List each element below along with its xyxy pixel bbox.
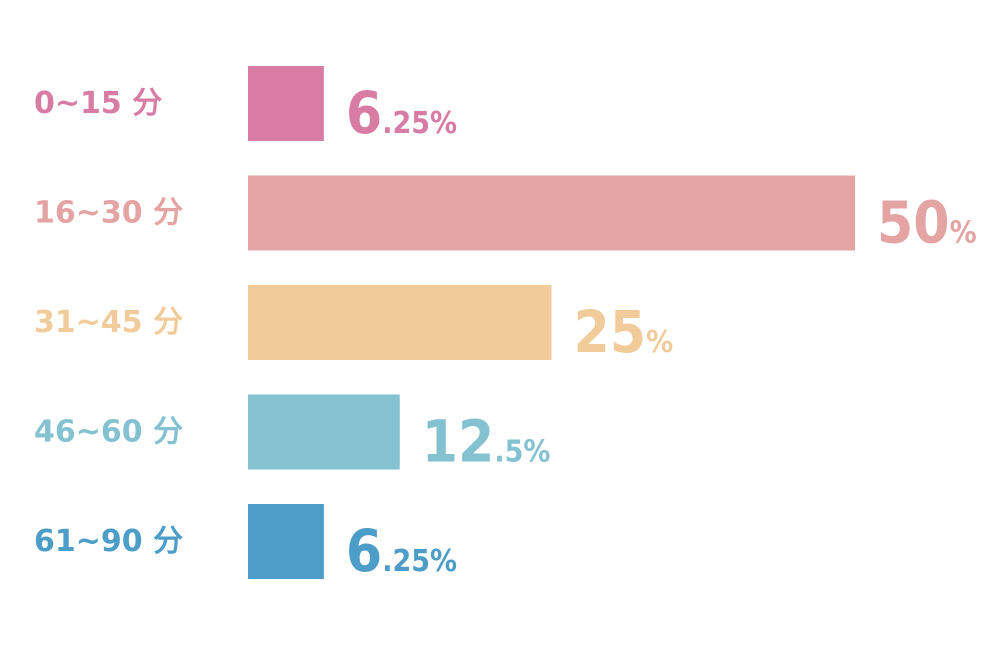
value-label-suffix: .25%	[382, 544, 457, 579]
value-label-main: 50	[877, 189, 950, 257]
value-label-suffix: .25%	[382, 106, 457, 141]
value-label: 6.25%	[346, 79, 457, 147]
value-label: 25%	[574, 298, 674, 366]
category-label: 31~45 分	[34, 305, 183, 340]
category-label: 0~15 分	[34, 86, 162, 121]
value-label: 50%	[877, 189, 977, 257]
chart-rows: 0~15 分 6.25%16~30 分 50%31~45 分 25%46~60 分 12…	[34, 66, 977, 585]
value-label-main: 25	[574, 298, 647, 366]
value-label-suffix: .5%	[494, 435, 550, 470]
bar	[248, 66, 324, 141]
value-label-main: 12	[422, 408, 495, 476]
bar	[248, 175, 855, 251]
category-label: 46~60 分	[34, 415, 183, 450]
value-label-main: 6	[346, 517, 382, 585]
value-label-suffix: %	[646, 325, 673, 360]
value-label-suffix: %	[950, 216, 977, 251]
value-label: 12.5%	[422, 408, 551, 476]
category-label: 16~30 分	[34, 196, 183, 231]
bar	[248, 504, 324, 579]
category-label: 61~90 分	[34, 524, 183, 559]
value-label: 6.25%	[346, 517, 457, 585]
bar	[248, 285, 552, 360]
bar	[248, 394, 400, 470]
value-label-main: 6	[346, 79, 382, 147]
